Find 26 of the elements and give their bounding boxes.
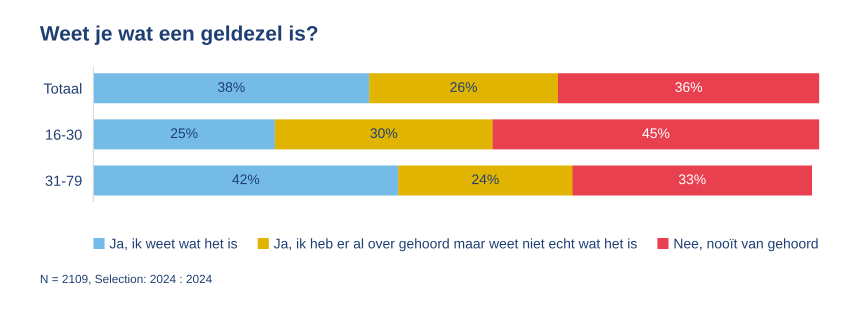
legend-label: Ja, ik weet wat het is: [110, 238, 238, 250]
bar: [93, 119, 275, 150]
data-label: 42%: [232, 174, 260, 184]
bar: [93, 73, 370, 104]
data-label: 38%: [218, 82, 245, 92]
y-tick-label: 31-79: [46, 176, 82, 186]
bar: [572, 166, 812, 196]
data-label: 25%: [170, 128, 198, 138]
bar: [492, 119, 820, 150]
text: N = 2109, Selection: 2024 : 2024: [40, 274, 212, 285]
data-label: 45%: [642, 128, 670, 138]
legend-label: Ja, ik heb er al over gehoord maar weet niet echt wat het is: [274, 238, 637, 252]
data-label: 24%: [472, 174, 499, 184]
y-tick-label: Totaal: [44, 83, 82, 94]
y-tick-label: 16-30: [46, 130, 82, 140]
data-label: 33%: [678, 174, 706, 184]
bar: [558, 73, 820, 104]
bar: [274, 119, 493, 150]
data-label: 30%: [370, 128, 398, 138]
data-label: 36%: [675, 82, 702, 92]
chart-title: Weet je wat een geldezel is?: [40, 25, 318, 45]
data-label: 26%: [450, 82, 477, 92]
bar: [398, 166, 572, 196]
legend-label: Nee, nooït van gehoord: [674, 238, 818, 252]
bar: [369, 73, 558, 104]
bar: [93, 166, 398, 196]
